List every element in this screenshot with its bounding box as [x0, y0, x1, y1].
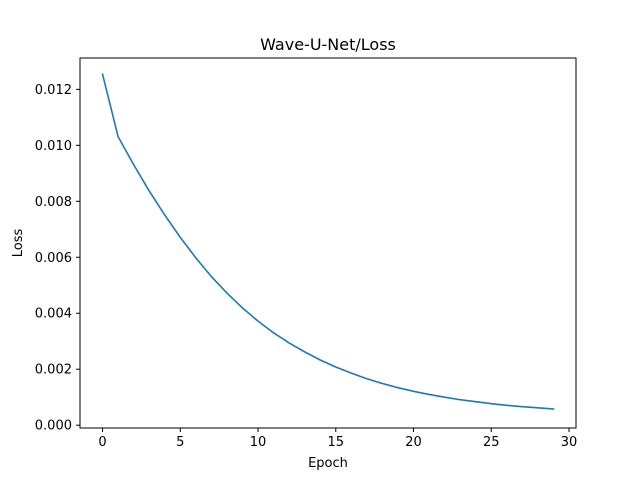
series-layer	[101, 73, 555, 410]
y-tick-label: 0.000	[35, 419, 72, 434]
x-tick-label: 20	[405, 435, 422, 450]
x-axis: 0 5 10 15 20 25 30	[98, 428, 577, 450]
y-tick-label: 0.006	[35, 251, 72, 266]
chart-title: Wave-U-Net/Loss	[260, 35, 396, 54]
x-tick-label: 30	[561, 435, 578, 450]
x-tick-label: 25	[483, 435, 500, 450]
x-axis-title: Epoch	[308, 456, 348, 471]
y-tick-label: 0.008	[35, 195, 72, 210]
y-tick-label: 0.002	[35, 363, 72, 378]
y-tick-label: 0.012	[35, 83, 72, 98]
x-tick-label: 5	[176, 435, 184, 450]
y-tick-label: 0.010	[35, 139, 72, 154]
x-tick-label: 0	[98, 435, 106, 450]
y-tick-label: 0.004	[35, 307, 72, 322]
y-axis: 0.000 0.002 0.004 0.006 0.008 0.010 0.012	[35, 83, 80, 434]
loss-series-line	[101, 73, 555, 410]
plot-area: 0 5 10 15 20 25 30 0.0000.0020.0040.0060.0080.…	[35, 57, 577, 450]
y-axis-title: Loss	[11, 229, 26, 258]
plot-frame	[79, 57, 577, 429]
x-tick-label: 15	[328, 435, 345, 450]
x-tick-label: 10	[250, 435, 267, 450]
